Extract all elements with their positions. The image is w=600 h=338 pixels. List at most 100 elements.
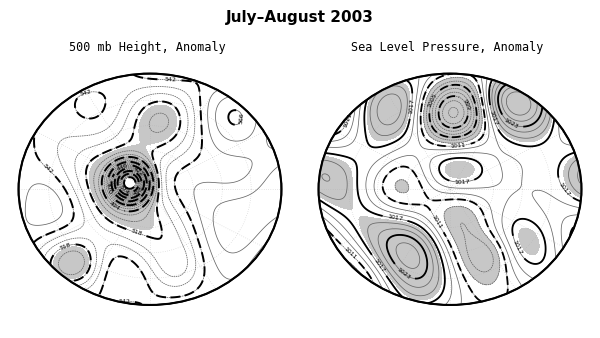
Point [145, 187, 155, 192]
Point [445, 187, 455, 192]
Text: 1017: 1017 [557, 182, 571, 197]
Point [145, 187, 155, 192]
Point [145, 187, 155, 192]
Point [445, 187, 455, 192]
Text: 500 mb Height, Anomaly: 500 mb Height, Anomaly [68, 41, 226, 53]
Point [445, 187, 455, 192]
Text: 494: 494 [108, 201, 121, 212]
Point [145, 187, 155, 192]
Point [145, 187, 155, 192]
Point [145, 187, 155, 192]
Point [445, 187, 455, 192]
Text: 446: 446 [116, 162, 128, 172]
Point [445, 187, 455, 192]
Point [145, 187, 155, 192]
Text: 1011: 1011 [343, 246, 357, 260]
Point [145, 187, 155, 192]
Text: 542: 542 [118, 299, 130, 304]
Point [145, 187, 155, 192]
Point [445, 187, 455, 192]
Point [145, 187, 155, 192]
Point [445, 187, 455, 192]
Point [445, 187, 455, 192]
Text: 542: 542 [80, 89, 92, 97]
Point [145, 187, 155, 192]
Text: 1005: 1005 [427, 92, 438, 108]
Point [145, 187, 155, 192]
Point [445, 187, 455, 192]
Point [145, 187, 155, 192]
Point [445, 187, 455, 192]
Point [445, 187, 455, 192]
Point [145, 187, 155, 192]
Point [145, 187, 155, 192]
Text: 542: 542 [41, 163, 53, 174]
Text: 1017: 1017 [408, 98, 415, 114]
Point [145, 187, 155, 192]
Point [445, 187, 455, 192]
Point [445, 187, 455, 192]
Text: July–August 2003: July–August 2003 [226, 10, 374, 25]
Point [145, 187, 155, 192]
Point [145, 187, 155, 192]
Point [145, 187, 155, 192]
Point [145, 187, 155, 192]
Text: 1017: 1017 [488, 110, 498, 126]
Point [445, 187, 455, 192]
Text: 1011: 1011 [431, 214, 443, 229]
Point [145, 187, 155, 192]
Text: 1023: 1023 [503, 118, 519, 129]
Point [445, 187, 455, 192]
Point [445, 187, 455, 192]
Point [445, 187, 455, 192]
Point [145, 187, 155, 192]
Point [145, 187, 155, 192]
Point [445, 187, 455, 192]
Text: 999: 999 [461, 98, 471, 112]
Point [445, 187, 455, 192]
Ellipse shape [319, 74, 581, 305]
Point [445, 187, 455, 192]
Point [145, 187, 155, 192]
Text: 1017: 1017 [373, 258, 386, 273]
Text: 566: 566 [239, 112, 245, 124]
Text: 1023: 1023 [396, 266, 412, 280]
Point [145, 187, 155, 192]
Ellipse shape [19, 74, 281, 305]
Text: 470: 470 [104, 182, 112, 194]
Point [445, 187, 455, 192]
Text: 518: 518 [59, 242, 71, 251]
Point [145, 187, 155, 192]
Point [145, 187, 155, 192]
Text: 1017: 1017 [512, 240, 523, 256]
Point [145, 187, 155, 192]
Point [145, 187, 155, 192]
Point [145, 187, 155, 192]
Point [445, 187, 455, 192]
Point [145, 187, 155, 192]
Point [145, 187, 155, 192]
Point [445, 187, 455, 192]
Point [145, 187, 155, 192]
Text: 518: 518 [130, 228, 143, 237]
Text: 422: 422 [132, 166, 145, 177]
Text: 398: 398 [132, 186, 144, 197]
Point [445, 187, 455, 192]
Point [145, 187, 155, 192]
Point [145, 187, 155, 192]
Point [445, 187, 455, 192]
Text: 1017: 1017 [454, 179, 470, 185]
Text: 1011: 1011 [451, 143, 466, 149]
Point [445, 187, 455, 192]
Text: 1011: 1011 [343, 112, 353, 128]
Point [445, 187, 455, 192]
Point [145, 187, 155, 192]
Text: 1017: 1017 [387, 215, 403, 222]
Point [145, 187, 155, 192]
Text: Sea Level Pressure, Anomaly: Sea Level Pressure, Anomaly [351, 41, 543, 53]
Point [145, 187, 155, 192]
Text: 542: 542 [164, 77, 176, 83]
Point [445, 187, 455, 192]
Point [145, 187, 155, 192]
Point [145, 187, 155, 192]
